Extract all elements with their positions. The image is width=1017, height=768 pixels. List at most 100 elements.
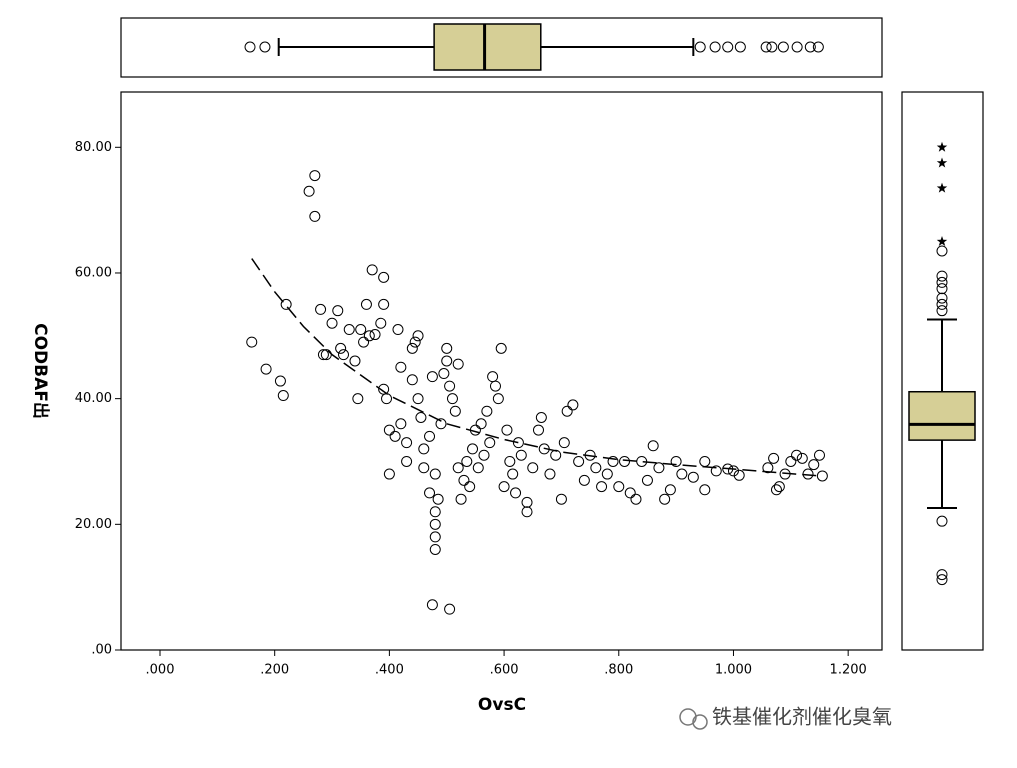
point	[395, 418, 407, 430]
watermark: 铁基催化剂催化臭氧	[712, 705, 892, 729]
point	[596, 481, 608, 493]
point	[432, 493, 444, 505]
point	[369, 329, 381, 341]
point	[521, 506, 533, 518]
point	[481, 405, 493, 417]
point	[558, 437, 570, 449]
point	[550, 449, 562, 461]
point	[418, 443, 430, 455]
point	[277, 390, 289, 402]
point	[515, 449, 527, 461]
point	[478, 449, 490, 461]
point	[590, 462, 602, 474]
point	[401, 437, 413, 449]
point	[464, 481, 476, 493]
outlier	[812, 41, 824, 53]
outlier	[791, 41, 803, 53]
point	[489, 380, 501, 392]
point	[770, 484, 782, 496]
point	[441, 355, 453, 367]
point	[710, 465, 722, 477]
point	[816, 470, 828, 482]
outlier	[936, 569, 948, 581]
point	[601, 468, 613, 480]
point	[796, 452, 808, 464]
point	[317, 349, 329, 361]
point	[773, 481, 785, 493]
outlier	[936, 515, 948, 527]
extreme	[936, 182, 948, 193]
point	[389, 430, 401, 442]
point	[260, 363, 272, 375]
point	[813, 449, 825, 461]
outlier	[722, 41, 734, 53]
point	[363, 330, 375, 342]
point	[527, 462, 539, 474]
point	[378, 298, 390, 310]
point	[687, 471, 699, 483]
fit-line	[251, 258, 820, 477]
point	[676, 468, 688, 480]
point	[613, 481, 625, 493]
point	[424, 430, 436, 442]
y-tick-label: 40.00	[75, 391, 112, 406]
point	[415, 412, 427, 423]
x-axis-title: OvsC	[478, 695, 526, 715]
point	[412, 330, 424, 342]
outlier	[804, 41, 816, 53]
point	[406, 374, 418, 386]
outlier	[766, 41, 778, 53]
point	[670, 455, 682, 467]
y-tick-label: 20.00	[75, 517, 112, 532]
top-boxplot-frame	[120, 17, 883, 78]
point	[429, 543, 441, 555]
point	[768, 452, 780, 464]
point	[246, 336, 258, 348]
point	[315, 303, 327, 315]
outlier	[734, 41, 746, 53]
x-tick-label: .400	[375, 663, 404, 678]
extreme	[936, 157, 948, 168]
x-tick-label: .200	[260, 663, 289, 678]
point	[699, 455, 711, 467]
x-tick-label: .000	[146, 663, 175, 678]
extreme	[936, 141, 948, 152]
point	[521, 496, 533, 508]
point	[444, 603, 456, 615]
point	[309, 170, 321, 182]
point	[441, 342, 453, 354]
point	[381, 393, 393, 405]
point	[475, 418, 487, 430]
outlier	[936, 574, 948, 586]
y-tick-label: 80.00	[75, 140, 112, 155]
outlier	[244, 41, 256, 53]
point	[355, 324, 367, 336]
point	[446, 393, 458, 405]
point	[578, 474, 590, 486]
point	[418, 462, 430, 474]
point	[785, 455, 797, 467]
point	[532, 424, 544, 436]
extreme	[936, 236, 948, 247]
point	[467, 443, 479, 455]
outlier	[936, 276, 948, 288]
point	[501, 424, 513, 436]
point	[360, 298, 372, 310]
point	[624, 487, 636, 499]
outlier	[259, 41, 271, 53]
point	[358, 336, 370, 348]
point	[653, 462, 665, 474]
box	[433, 23, 542, 71]
point	[406, 342, 418, 354]
point	[392, 324, 404, 336]
outlier	[777, 41, 789, 53]
point	[495, 342, 507, 354]
point	[274, 375, 286, 387]
x-tick-label: 1.200	[830, 663, 867, 678]
outlier	[709, 41, 721, 53]
box	[908, 390, 976, 441]
point	[461, 455, 473, 467]
point	[498, 481, 510, 493]
point	[383, 424, 395, 436]
